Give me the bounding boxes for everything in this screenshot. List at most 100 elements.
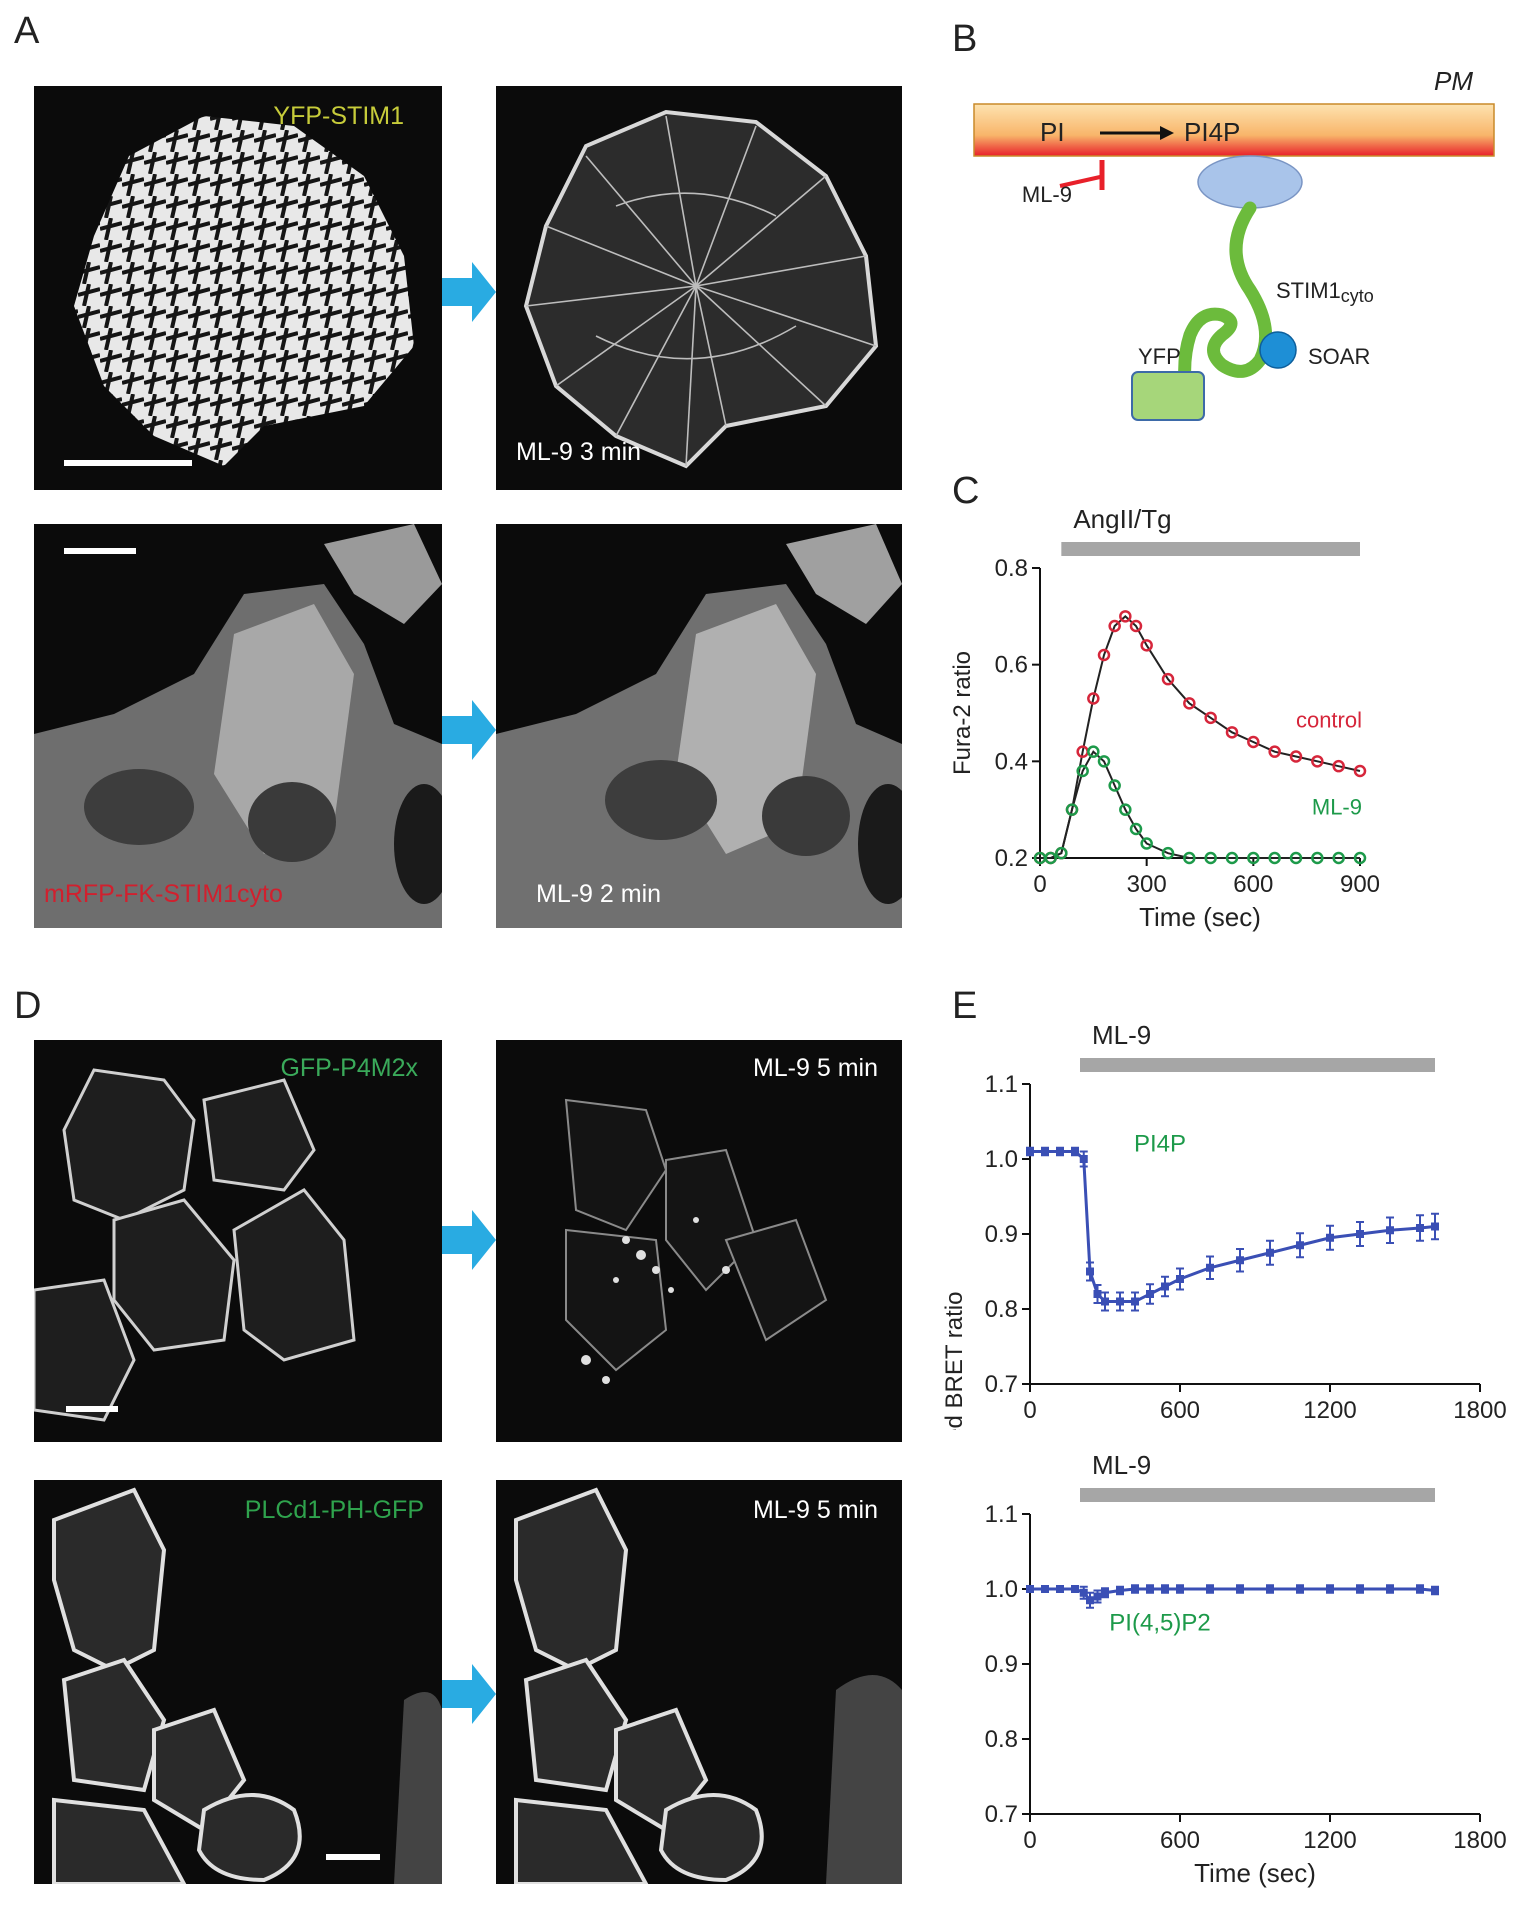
pm-label: PM	[1434, 66, 1473, 96]
micrograph-ml9-5min-p4m: ML-9 5 min	[496, 1040, 902, 1442]
polybasic-domain	[1197, 155, 1303, 209]
panel-label-a: A	[14, 10, 40, 52]
label-gfp-p4m2x: GFP-P4M2x	[280, 1054, 418, 1082]
chart-bret-pi4p: 0 600 1200 1800 0.7 0.8 0.9 1.0 1.1 ML-9 PI4P Norma…	[941, 1020, 1507, 1430]
label-mrfp-stim1cyto: mRFP-FK-STIM1cyto	[44, 880, 283, 908]
data-point	[1087, 745, 1100, 758]
data-point	[1289, 750, 1303, 763]
data-point	[1266, 1585, 1274, 1593]
micrograph-plcd1-ph-gfp: PLCd1-PH-GFP	[34, 1480, 442, 1884]
label-ml9-3min: ML-9 3 min	[516, 438, 642, 466]
arrow-icon	[442, 1210, 496, 1275]
x-tick-label: 600	[1160, 1397, 1200, 1424]
panel-label-b: B	[952, 18, 978, 60]
y-tick-label: 1.1	[985, 1501, 1018, 1528]
cell-image	[74, 116, 414, 466]
data-point	[1296, 1585, 1304, 1593]
treatment-bar	[1061, 542, 1360, 556]
panel-label-e: E	[952, 985, 978, 1027]
micrograph-gfp-p4m2x: GFP-P4M2x	[34, 1040, 442, 1442]
data-point	[1076, 764, 1089, 778]
x-tick-label: 0	[1023, 1827, 1036, 1854]
x-tick-label: 600	[1233, 871, 1273, 898]
data-point	[1079, 1155, 1088, 1163]
series-annotation: PI4P	[1134, 1131, 1186, 1158]
data-point	[1386, 1585, 1394, 1593]
cell-image	[52, 1487, 442, 1884]
y-tick-label: 0.8	[995, 555, 1028, 582]
y-tick-label: 0.7	[985, 1371, 1018, 1398]
series-annotation: PI(4,5)P2	[1109, 1609, 1210, 1636]
treatment-label: ML-9	[1092, 1020, 1151, 1050]
label-ml9-5min: ML-9 5 min	[752, 1054, 878, 1082]
micrograph-yfp-stim1: YFP-STIM1	[34, 86, 442, 490]
data-point	[1101, 1297, 1109, 1306]
data-point	[1119, 803, 1132, 816]
scale-bar	[326, 1854, 380, 1860]
data-point	[1332, 851, 1345, 865]
data-point	[1041, 1585, 1049, 1593]
data-point	[1129, 619, 1143, 633]
scale-bar	[64, 460, 192, 466]
data-point	[1356, 1230, 1364, 1238]
label-plcd1-ph-gfp: PLCd1-PH-GFP	[244, 1496, 424, 1524]
y-tick-label: 0.8	[985, 1296, 1018, 1323]
data-point	[1097, 648, 1111, 662]
data-point	[1416, 1224, 1424, 1232]
data-point	[1311, 851, 1324, 865]
cell-image	[34, 524, 442, 928]
y-axis-label: Fura-2 ratio	[949, 651, 976, 775]
x-tick-label: 300	[1127, 871, 1167, 898]
data-point	[1161, 846, 1175, 860]
arrowhead-icon	[1160, 126, 1174, 140]
data-point	[1044, 851, 1057, 865]
data-point	[1131, 1297, 1139, 1306]
data-point	[1247, 851, 1260, 865]
inhibition-line	[1059, 175, 1101, 188]
data-point	[1353, 764, 1367, 778]
data-point	[1386, 1226, 1394, 1235]
scale-bar	[66, 1406, 118, 1412]
micrograph-ml9-2min: ML-9 2 min	[496, 524, 902, 928]
y-tick-label: 0.7	[985, 1801, 1018, 1828]
y-tick-label: 0.4	[995, 748, 1028, 775]
data-point	[1332, 759, 1345, 773]
soar-domain	[1259, 331, 1297, 369]
data-point	[1326, 1233, 1334, 1242]
data-point	[1206, 1585, 1214, 1593]
micrograph-mrfp-stim1cyto: mRFP-FK-STIM1cyto	[34, 524, 442, 928]
label-ml9-5min-2: ML-9 5 min	[752, 1496, 878, 1524]
x-axis-label: Time (sec)	[1194, 1858, 1316, 1888]
data-point	[1131, 1585, 1139, 1593]
legend-ml9: ML-9	[1312, 795, 1362, 820]
data-point	[1041, 1147, 1049, 1156]
data-point	[1086, 1596, 1094, 1605]
y-tick-label: 1.1	[985, 1071, 1018, 1098]
cell-image	[34, 1068, 356, 1422]
stim1-label: STIM1cyto	[1276, 278, 1374, 306]
y-axis-label: Normalized BRET ratio	[941, 1292, 968, 1430]
y-tick-label: 0.9	[985, 1651, 1018, 1678]
arrow-icon	[442, 262, 496, 327]
data-point	[1268, 851, 1281, 865]
data-point	[1097, 755, 1111, 768]
x-tick-label: 1800	[1453, 1827, 1506, 1854]
data-point	[1225, 851, 1239, 865]
data-point	[1183, 697, 1196, 710]
data-point	[1161, 1282, 1169, 1291]
stim1-subscript: cyto	[1341, 286, 1374, 306]
bret-line	[1030, 1587, 1436, 1603]
data-point	[1236, 1256, 1244, 1265]
data-point	[1431, 1222, 1439, 1231]
data-point	[1116, 1586, 1124, 1595]
x-tick-label: 1200	[1303, 1827, 1356, 1854]
x-tick-label: 0	[1023, 1397, 1036, 1424]
data-point	[1268, 745, 1281, 758]
yfp-label: YFP	[1138, 344, 1181, 369]
pi4p-label: PI4P	[1184, 117, 1240, 147]
data-point	[1266, 1248, 1274, 1257]
x-tick-label: 900	[1340, 871, 1380, 898]
data-point	[1289, 851, 1303, 865]
data-point	[1225, 726, 1239, 739]
data-point	[1416, 1585, 1424, 1593]
